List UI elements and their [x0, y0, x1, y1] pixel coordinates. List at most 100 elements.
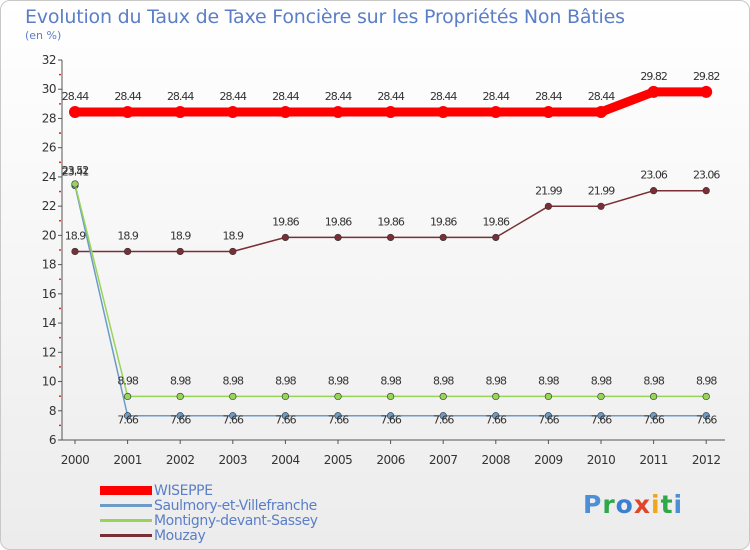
data-point [123, 247, 132, 256]
data-label: 8.98 [643, 374, 664, 387]
x-tick-label: 2003 [219, 453, 248, 467]
y-minor-tick [59, 219, 61, 222]
data-label: 28.44 [220, 90, 247, 103]
x-tick-label: 2010 [587, 453, 616, 467]
data-label: 8.98 [433, 374, 454, 387]
y-minor-tick [59, 395, 61, 398]
y-minor-tick [59, 336, 61, 339]
x-tick-label: 2007 [429, 453, 458, 467]
data-label: 8.98 [328, 374, 349, 387]
data-label: 7.66 [223, 414, 244, 427]
y-minor-tick [59, 278, 61, 281]
data-label: 19.86 [483, 215, 510, 228]
data-point [279, 106, 292, 119]
legend-swatch [100, 519, 152, 522]
data-point [229, 392, 237, 401]
data-point [647, 85, 660, 98]
data-point [489, 106, 502, 119]
data-label: 28.44 [167, 90, 194, 103]
data-point [649, 187, 658, 195]
data-point [702, 187, 710, 195]
data-label: 19.86 [272, 215, 299, 228]
y-tick-label: 16 [42, 287, 56, 301]
legend-swatch [100, 534, 152, 537]
data-label: 18.9 [170, 229, 191, 242]
data-point [544, 412, 553, 420]
data-point [71, 180, 79, 188]
data-label: 8.98 [696, 374, 717, 387]
x-tick-label: 2006 [376, 453, 405, 467]
data-label: 23.06 [693, 169, 720, 182]
data-point [437, 106, 450, 119]
data-label: 8.98 [591, 374, 612, 387]
y-tick-label: 26 [42, 141, 56, 155]
data-point [492, 412, 500, 420]
data-label: 28.44 [535, 90, 562, 103]
data-point [387, 233, 395, 242]
data-label: 7.66 [433, 414, 454, 427]
data-label: 18.9 [65, 229, 86, 242]
data-point [387, 392, 395, 401]
data-point [492, 392, 500, 401]
data-label: 18.9 [223, 229, 244, 242]
data-label: 8.98 [275, 374, 296, 387]
data-label: 23.52 [62, 164, 89, 177]
y-minor-tick [59, 161, 61, 164]
data-point [597, 412, 605, 420]
y-minor-tick [59, 132, 61, 134]
y-minor-tick [59, 190, 61, 193]
data-point [281, 412, 290, 420]
data-point [597, 392, 605, 401]
legend-label: Montigny-devant-Sassey [154, 512, 318, 529]
y-tick-label: 18 [42, 258, 56, 272]
data-point [384, 106, 397, 119]
legend-swatch [100, 504, 152, 507]
data-point [334, 233, 342, 242]
data-point [176, 247, 184, 256]
legend-label: Saulmory-et-Villefranche [154, 497, 317, 514]
legend-item: Montigny-devant-Sassey [100, 512, 318, 529]
data-point [281, 392, 290, 401]
y-tick-label: 24 [42, 170, 56, 184]
y-minor-tick [59, 249, 61, 251]
data-label: 23.41 [62, 166, 89, 179]
data-label: 8.98 [170, 374, 191, 387]
y-minor-tick [59, 366, 61, 368]
data-point [649, 392, 658, 401]
data-point [544, 202, 553, 210]
data-point [123, 412, 132, 420]
data-point [229, 247, 237, 256]
data-point [649, 412, 658, 420]
x-tick-label: 2011 [639, 453, 668, 467]
data-point [439, 412, 447, 420]
x-tick-label: 2012 [692, 453, 721, 467]
x-tick-label: 2009 [534, 453, 563, 467]
y-tick-label: 6 [49, 433, 56, 447]
legend-item: Mouzay [100, 528, 318, 544]
data-label: 28.44 [325, 90, 352, 103]
data-label: 19.86 [325, 215, 352, 228]
y-unit-label: (en %) [25, 29, 62, 42]
data-label: 7.66 [643, 414, 664, 427]
legend-label: WISEPPE [154, 482, 213, 499]
chart-title: Evolution du Taux de Taxe Foncière sur l… [25, 6, 625, 28]
data-label: 7.66 [170, 414, 191, 427]
data-label: 28.44 [272, 90, 299, 103]
data-point [69, 106, 81, 119]
x-tick-label: 2001 [113, 453, 142, 467]
data-point [174, 106, 187, 119]
data-point [281, 233, 290, 242]
data-label: 29.82 [640, 70, 667, 83]
y-tick-label: 32 [42, 53, 56, 67]
data-point [176, 412, 184, 420]
data-label: 8.98 [486, 374, 507, 387]
data-point [226, 106, 239, 119]
data-label: 29.82 [693, 70, 720, 83]
data-point [700, 85, 713, 98]
proxiti-logo: Proxiti [583, 490, 684, 519]
y-minor-tick [59, 102, 61, 105]
data-label: 8.98 [538, 374, 559, 387]
y-minor-tick [59, 307, 61, 310]
data-label: 7.66 [117, 414, 138, 427]
